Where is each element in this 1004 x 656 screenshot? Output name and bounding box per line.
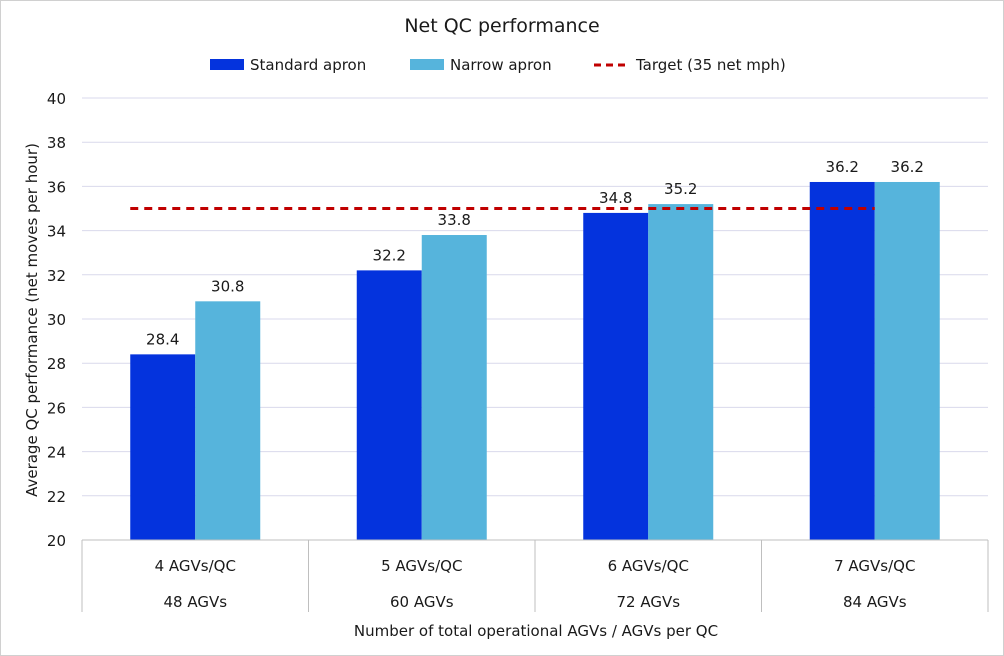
x-group-label: 48 AGVs [163,593,227,611]
y-tick-label: 26 [47,399,66,417]
bar-standard [809,181,875,541]
data-label: 32.2 [373,246,406,264]
bar-standard [356,270,422,540]
legend-swatch-standard [210,59,244,70]
y-axis-ticks: 20 22 24 26 28 30 32 34 36 38 40 [47,90,66,550]
x-group-label: 60 AGVs [390,593,454,611]
x-tick-label: 6 AGVs/QC [608,557,689,575]
y-axis-title: Average QC performance (net moves per ho… [23,143,41,497]
y-tick-label: 32 [47,267,66,285]
bars [130,181,940,541]
x-tick-label: 7 AGVs/QC [834,557,915,575]
x-tick-label: 4 AGVs/QC [155,557,236,575]
bar-narrow [195,301,261,540]
legend-label-target: Target (35 net mph) [635,56,786,74]
y-tick-label: 40 [47,90,66,108]
data-label: 33.8 [438,211,471,229]
bar-standard [130,354,196,540]
legend: Standard apron Narrow apron Target (35 n… [210,56,786,74]
x-group-label: 84 AGVs [843,593,907,611]
x-axis: 4 AGVs/QC 48 AGVs 5 AGVs/QC 60 AGVs 6 AGVs/Q… [81,539,989,612]
y-tick-label: 24 [47,444,66,462]
y-tick-label: 36 [47,178,66,196]
chart-title: Net QC performance [404,15,599,37]
data-label: 30.8 [211,277,244,295]
y-tick-label: 30 [47,311,66,329]
bar-narrow [648,204,714,540]
x-tick-label: 5 AGVs/QC [381,557,462,575]
y-tick-label: 38 [47,134,66,152]
data-label: 36.2 [826,158,859,176]
x-axis-title: Number of total operational AGVs / AGVs … [354,622,718,640]
y-tick-label: 34 [47,223,66,241]
y-tick-label: 20 [47,532,66,550]
legend-label-narrow: Narrow apron [450,56,552,74]
bar-narrow [874,181,940,541]
y-tick-label: 28 [47,355,66,373]
legend-swatch-narrow [410,59,444,70]
data-label: 34.8 [599,189,632,207]
data-label: 35.2 [664,180,697,198]
data-labels: 28.4 30.8 32.2 33.8 34.8 35.2 36.2 36.2 [146,158,924,348]
x-group-label: 72 AGVs [616,593,680,611]
data-label: 36.2 [891,158,924,176]
bar-narrow [421,235,487,540]
bar-standard [583,212,649,541]
data-label: 28.4 [146,330,179,348]
legend-label-standard: Standard apron [250,56,366,74]
y-tick-label: 22 [47,488,66,506]
